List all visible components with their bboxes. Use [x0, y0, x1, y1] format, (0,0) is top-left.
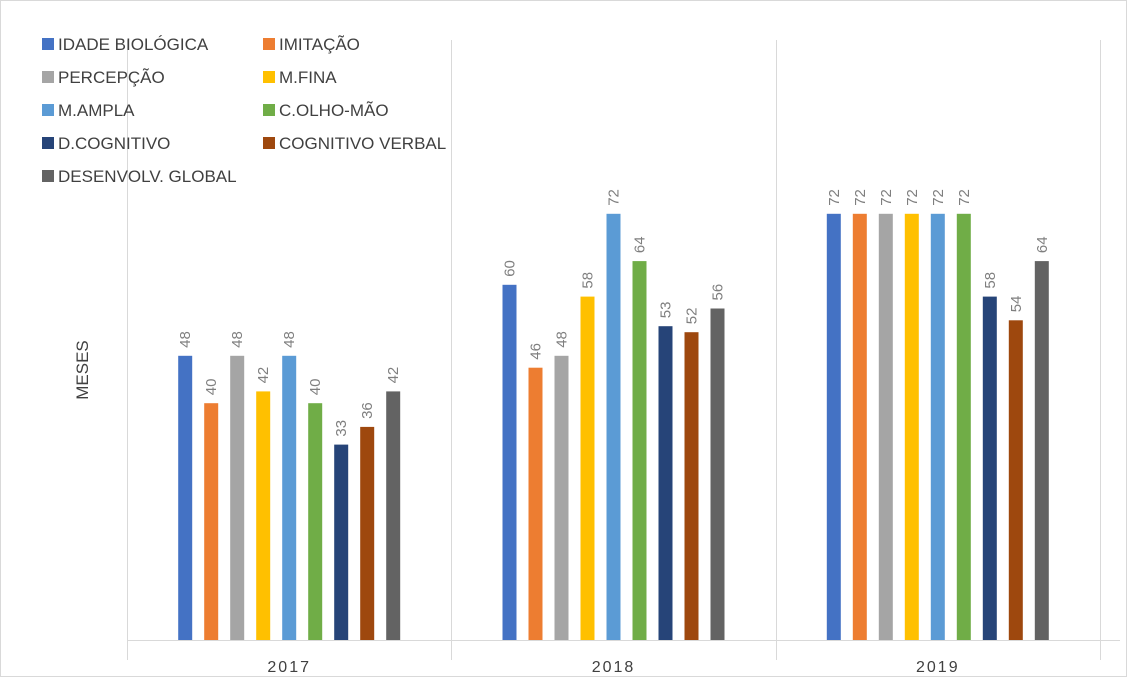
- data-label: 58: [982, 272, 999, 289]
- data-label: 33: [333, 420, 350, 437]
- x-tick-label: 2017: [267, 659, 311, 676]
- data-label: 64: [632, 236, 649, 253]
- legend-label: D.COGNITIVO: [58, 134, 170, 153]
- legend-label: PERCEPÇÃO: [58, 68, 165, 87]
- data-label: 72: [930, 189, 947, 206]
- bar: [1008, 320, 1023, 640]
- bar: [826, 213, 841, 641]
- bar: [204, 403, 219, 640]
- x-tick-label: 2018: [592, 659, 636, 676]
- data-label: 48: [229, 331, 246, 348]
- data-label: 58: [580, 272, 597, 289]
- bar: [308, 403, 323, 640]
- y-axis-title: MESES: [73, 340, 92, 400]
- legend-label: DESENVOLV. GLOBAL: [58, 167, 237, 186]
- bar: [852, 213, 867, 641]
- data-label: 52: [684, 308, 701, 325]
- legend-swatch: [263, 38, 275, 50]
- legend-label: COGNITIVO VERBAL: [279, 134, 446, 153]
- data-label: 48: [554, 331, 571, 348]
- data-label: 60: [502, 260, 519, 277]
- bar: [956, 213, 971, 641]
- bar: [982, 296, 997, 640]
- legend-label: C.OLHO-MÃO: [279, 101, 389, 120]
- legend-label: IMITAÇÃO: [279, 35, 360, 54]
- legend-swatch: [263, 137, 275, 149]
- bar: [710, 308, 725, 640]
- data-label: 40: [203, 379, 220, 396]
- bar: [554, 355, 569, 640]
- bar: [1034, 261, 1049, 640]
- bar: [386, 391, 401, 640]
- legend-label: M.FINA: [279, 68, 337, 87]
- data-label: 72: [826, 189, 843, 206]
- legend-swatch: [263, 71, 275, 83]
- bar: [878, 213, 893, 641]
- bar: [658, 326, 673, 640]
- bar: [502, 284, 517, 640]
- data-label: 53: [658, 302, 675, 319]
- bar: [256, 391, 271, 640]
- data-label: 40: [307, 379, 324, 396]
- data-label: 64: [1034, 236, 1051, 253]
- data-label: 42: [255, 367, 272, 384]
- bar: [606, 213, 621, 641]
- bar: [930, 213, 945, 641]
- legend-swatch: [42, 104, 54, 116]
- data-label: 42: [385, 367, 402, 384]
- data-label: 72: [878, 189, 895, 206]
- legend-swatch: [42, 137, 54, 149]
- bar: [684, 332, 699, 640]
- bar: [632, 261, 647, 640]
- data-label: 46: [528, 343, 545, 360]
- data-label: 72: [956, 189, 973, 206]
- bar: [580, 296, 595, 640]
- data-label: 56: [710, 284, 727, 301]
- data-label: 54: [1008, 296, 1025, 313]
- bar: [360, 426, 375, 640]
- bar: [282, 355, 297, 640]
- legend-swatch: [263, 104, 275, 116]
- legend-label: IDADE BIOLÓGICA: [58, 35, 209, 54]
- bar: [334, 444, 349, 640]
- bar: [528, 367, 543, 640]
- data-label: 36: [359, 402, 376, 419]
- legend-swatch: [42, 170, 54, 182]
- x-tick-label: 2019: [916, 659, 960, 676]
- data-label: 48: [177, 331, 194, 348]
- data-label: 48: [281, 331, 298, 348]
- legend-swatch: [42, 38, 54, 50]
- legend-label: M.AMPLA: [58, 101, 135, 120]
- bar: [904, 213, 919, 641]
- data-label: 72: [904, 189, 921, 206]
- legend-swatch: [42, 71, 54, 83]
- data-label: 72: [606, 189, 623, 206]
- bar: [178, 355, 193, 640]
- bar: [230, 355, 245, 640]
- data-label: 72: [852, 189, 869, 206]
